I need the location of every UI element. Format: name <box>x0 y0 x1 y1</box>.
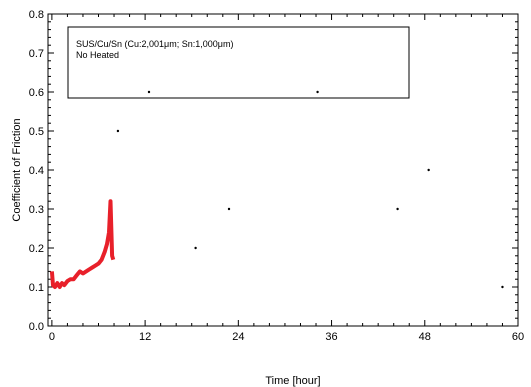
y-tick-label: 0.6 <box>29 87 44 99</box>
legend-line-2: No Heated <box>76 50 119 60</box>
x-tick-label: 24 <box>232 331 244 343</box>
y-tick-label: 0.4 <box>29 165 44 177</box>
axis-tick-labels: 0 12 24 36 48 60 0.0 0.1 0.2 0.3 0.4 0.5 0.6 0.7 0.8 <box>29 9 524 343</box>
legend-box <box>67 26 410 99</box>
legend: SUS/Cu/Sn (Cu:2,001μm; Sn:1,000μm) No He… <box>67 26 410 99</box>
scatter-marker <box>227 207 231 211</box>
legend-line-1: SUS/Cu/Sn (Cu:2,001μm; Sn:1,000μm) <box>76 39 233 49</box>
y-tick-label: 0.2 <box>29 243 44 255</box>
scatter-marker <box>316 90 319 94</box>
scatter-marker <box>116 129 120 133</box>
scatter-marker <box>396 207 399 211</box>
x-tick-label: 48 <box>419 331 431 343</box>
markers-layer <box>116 90 504 289</box>
scatter-marker <box>147 90 151 94</box>
y-tick-label: 0.7 <box>29 48 44 60</box>
y-tick-label: 0.8 <box>29 9 44 21</box>
y-tick-label: 0.1 <box>29 282 44 294</box>
scatter-marker <box>427 168 430 172</box>
scatter-marker <box>194 246 197 250</box>
y-tick-label: 0.0 <box>29 321 44 333</box>
axis-ticks <box>48 13 519 327</box>
y-tick-label: 0.3 <box>29 204 44 216</box>
series-layer <box>49 199 116 289</box>
x-tick-label: 60 <box>512 331 524 343</box>
y-tick-label: 0.5 <box>29 126 44 138</box>
scatter-marker <box>501 285 504 289</box>
x-axis-title: Time [hour] <box>265 375 320 387</box>
y-axis-title: Coefficient of Friction <box>11 118 23 221</box>
x-tick-label: 36 <box>325 331 337 343</box>
series-line <box>49 199 116 289</box>
x-tick-label: 0 <box>49 331 55 343</box>
x-tick-label: 12 <box>139 331 151 343</box>
